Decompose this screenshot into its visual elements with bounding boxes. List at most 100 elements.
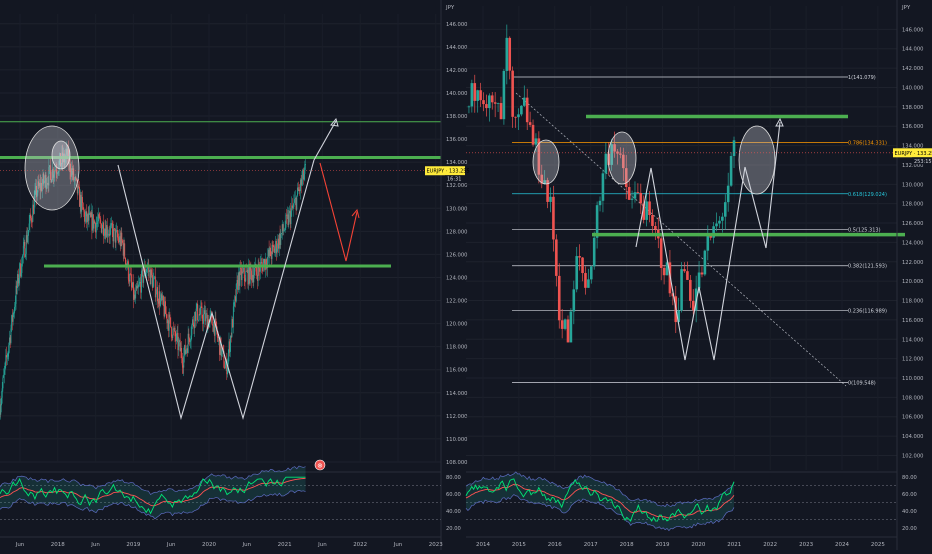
candle-body — [99, 214, 100, 218]
candle-body — [169, 315, 170, 318]
candle-body — [704, 251, 707, 275]
candle-body — [23, 246, 24, 255]
candle-body — [191, 325, 192, 335]
candle-body — [584, 273, 587, 288]
candle-body — [85, 216, 86, 221]
candle-body — [692, 301, 695, 310]
candle-body — [503, 71, 506, 119]
candle-body — [205, 314, 206, 322]
candle-body — [143, 276, 144, 283]
candle-body — [680, 269, 683, 310]
price-tick-label: 110.000 — [902, 376, 923, 382]
candle-body — [305, 164, 306, 165]
candle-body — [733, 140, 736, 156]
candle-body — [282, 224, 283, 231]
candle-body — [156, 294, 157, 297]
price-tick-label: 128.000 — [902, 202, 923, 208]
price-tick-label: 138.000 — [446, 114, 467, 120]
price-tick-label: 108.000 — [446, 460, 467, 466]
candle-body — [129, 273, 130, 281]
candle-body — [715, 224, 718, 227]
candle-body — [511, 71, 514, 117]
candle-body — [526, 98, 529, 123]
candle-body — [28, 230, 29, 236]
price-tick-label: 144.000 — [446, 45, 467, 51]
candle-body — [112, 223, 113, 229]
candle-body — [157, 287, 158, 301]
candle-body — [21, 258, 22, 273]
candle-body — [285, 215, 286, 228]
price-tick-label: 146.000 — [902, 27, 923, 33]
alert-badge-icon[interactable]: ⊗ — [315, 460, 325, 470]
candle-body — [581, 258, 584, 273]
candle-body — [234, 303, 235, 307]
candle-body — [103, 222, 104, 235]
fib-level-label: 0.382(121.593) — [848, 264, 887, 270]
candle-body — [228, 353, 229, 364]
price-tag-sub-label: 16:31 — [447, 177, 461, 183]
price-tick-label: 112.000 — [446, 414, 467, 420]
price-tick-label: 122.000 — [902, 260, 923, 266]
candle-body — [82, 197, 83, 203]
candle-body — [236, 284, 237, 302]
candle-body — [593, 238, 596, 267]
fib-level-label: 1(141.079) — [848, 75, 876, 81]
price-tick-label: 112.000 — [902, 357, 923, 363]
time-tick-label: 2015 — [512, 542, 526, 548]
candle-body — [94, 221, 95, 223]
candle-body — [182, 358, 183, 365]
price-tick-label: 110.000 — [446, 437, 467, 443]
candle-body — [30, 215, 31, 219]
rsi-tick-label: 80.00 — [446, 475, 461, 481]
candle-body — [181, 348, 182, 358]
candle-body — [517, 114, 520, 117]
price-tick-label: 116.000 — [902, 318, 923, 324]
candle-body — [535, 138, 538, 144]
candle-body — [284, 230, 285, 231]
time-tick-label: 2024 — [835, 542, 849, 548]
candle-body — [78, 186, 79, 187]
time-tick-label: 2016 — [548, 542, 562, 548]
time-tick-label: 2020 — [202, 542, 216, 548]
time-tick-label: Jun — [90, 542, 100, 548]
candle-body — [471, 83, 474, 106]
candle-body — [482, 100, 485, 104]
candle-body — [280, 234, 281, 245]
candle-body — [590, 266, 593, 279]
candle-body — [479, 90, 482, 100]
time-tick-label: Jun — [166, 542, 176, 548]
candle-body — [686, 271, 689, 280]
candle-body — [188, 334, 189, 339]
fib-level-label: 0(109.548) — [848, 380, 876, 386]
candle-body — [113, 228, 114, 241]
candle-body — [494, 102, 497, 103]
candle-body — [570, 311, 573, 342]
candle-body — [558, 276, 561, 320]
time-tick-label: 2023 — [429, 542, 443, 548]
candle-body — [261, 262, 262, 264]
candle-body — [599, 201, 602, 205]
price-tick-label: 136.000 — [446, 137, 467, 143]
candle-body — [631, 199, 634, 200]
candle-body — [476, 90, 479, 101]
candle-body — [193, 319, 194, 324]
price-tick-label: 142.000 — [902, 66, 923, 72]
candle-body — [567, 319, 570, 342]
candle-body — [230, 336, 231, 352]
candle-body — [130, 273, 131, 274]
candle-body — [176, 334, 177, 341]
candle-body — [153, 280, 154, 288]
price-tick-label: 104.000 — [902, 434, 923, 440]
candle-body — [520, 106, 523, 115]
highlight-ellipse-2018 — [608, 132, 636, 184]
candle-body — [138, 285, 139, 287]
candle-body — [660, 238, 663, 268]
candle-body — [663, 268, 666, 275]
candle-body — [508, 38, 511, 71]
candle-body — [4, 370, 5, 375]
highlight-ellipse-2021 — [739, 126, 775, 194]
candle-body — [141, 271, 142, 293]
rsi-tick-label: 80.00 — [902, 475, 917, 481]
candle-body — [645, 201, 648, 219]
